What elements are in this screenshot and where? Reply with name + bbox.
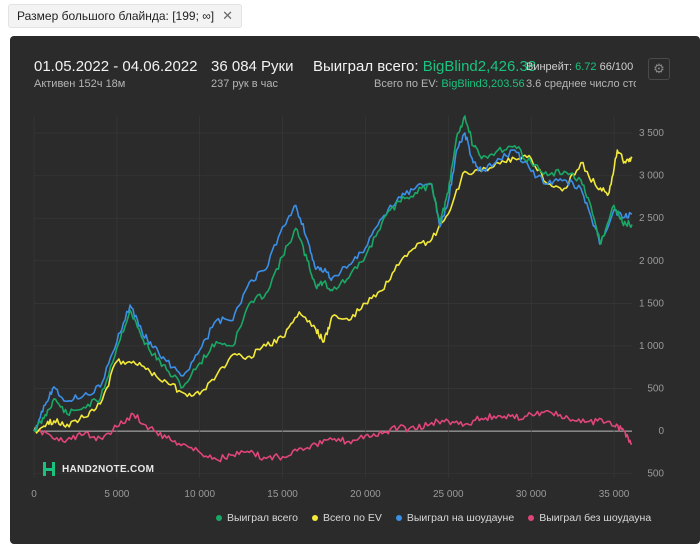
won-total-value: BigBlind2,426.38 (422, 58, 537, 75)
active-time: Активен 152ч 18м (34, 78, 126, 90)
legend-item-showdown[interactable]: Выиграл на шоудауне (395, 512, 515, 524)
winrate: Винрейт: 6.72 66/100 (526, 61, 636, 73)
x-tick-label: 35 000 (599, 489, 630, 500)
y-tick-label: 500 (647, 384, 664, 395)
won-total: Выиграл всего: BigBlind2,426.38 (313, 58, 536, 75)
y-tick-label: 2 000 (639, 256, 664, 267)
legend-item-won[interactable]: Выиграл всего (216, 512, 298, 524)
winrate-suffix: 66/100 (599, 61, 634, 73)
legend-item-ev[interactable]: Всего по EV (311, 512, 382, 524)
winnings-chart: 3 500 3 000 2 500 2 000 1 500 1 000 500 0 500 0 5 … (31, 115, 664, 500)
gear-icon[interactable]: ⚙ (648, 58, 670, 80)
y-tick-label: 1 000 (639, 341, 664, 352)
series-line-won (33, 115, 633, 432)
ev-total: Всего по EV: BigBlind3,203.56 (374, 78, 525, 90)
date-range: 01.05.2022 - 04.06.2022 (34, 58, 198, 75)
x-tick-label: 15 000 (267, 489, 298, 500)
y-tick-label: 500 (647, 469, 664, 480)
close-icon[interactable]: ✕ (222, 8, 234, 23)
legend-dot-ev (311, 515, 318, 521)
legend-dot-showdown (395, 515, 402, 521)
y-tick-label: 3 000 (639, 171, 664, 182)
hands-count: 36 084 Руки (211, 58, 294, 75)
x-tick-label: 20 000 (350, 489, 381, 500)
legend-dot-nonshowdown (528, 515, 535, 521)
legend-dot-won (216, 515, 222, 521)
winrate-value: 6.72 (575, 61, 597, 73)
y-tick-label: 0 (658, 426, 664, 437)
won-total-label: Выиграл всего: (313, 58, 419, 75)
legend-label-ev: Всего по EV (322, 512, 382, 524)
winrate-label: Винрейт: (526, 61, 573, 73)
chart-legend: Выиграл всего Всего по EV Выиграл на шоу… (216, 512, 651, 524)
y-tick-label: 1 500 (639, 298, 664, 309)
x-tick-label: 10 000 (184, 489, 215, 500)
series-line-showdown (33, 132, 633, 432)
x-tick-label: 30 000 (516, 489, 547, 500)
legend-label-showdown: Выиграл на шоудауне (406, 512, 515, 524)
x-tick-label: 0 (31, 489, 37, 500)
x-tick-label: 5 000 (104, 489, 129, 500)
hand2note-logo: HAND2NOTE.COM (42, 462, 154, 476)
y-tick-label: 2 500 (639, 213, 664, 224)
ev-total-label: Всего по EV: (374, 78, 439, 90)
logo-text: HAND2NOTE.COM (62, 463, 155, 475)
logo-mark-icon (42, 462, 56, 476)
x-tick-label: 25 000 (433, 489, 464, 500)
avg-stack: 3.6 среднее число сто (526, 78, 636, 90)
filter-label: Размер большого блайнда: [199; ∞] (17, 9, 215, 23)
filter-chip[interactable]: Размер большого блайнда: [199; ∞] ✕ (8, 4, 243, 28)
legend-item-nonshowdown[interactable]: Выиграл без шоудауна (528, 512, 651, 524)
series-line-nonshowdown (33, 409, 633, 463)
series-line-ev (33, 149, 633, 434)
ev-total-value: BigBlind3,203.56 (441, 78, 525, 90)
hands-per-hour: 237 рук в час (211, 78, 279, 90)
graph-panel: 01.05.2022 - 04.06.2022 Активен 152ч 18м… (10, 36, 700, 544)
legend-label-won: Выиграл всего (227, 512, 298, 524)
legend-label-nonshowdown: Выиграл без шоудауна (539, 512, 652, 524)
y-tick-label: 3 500 (639, 128, 664, 139)
